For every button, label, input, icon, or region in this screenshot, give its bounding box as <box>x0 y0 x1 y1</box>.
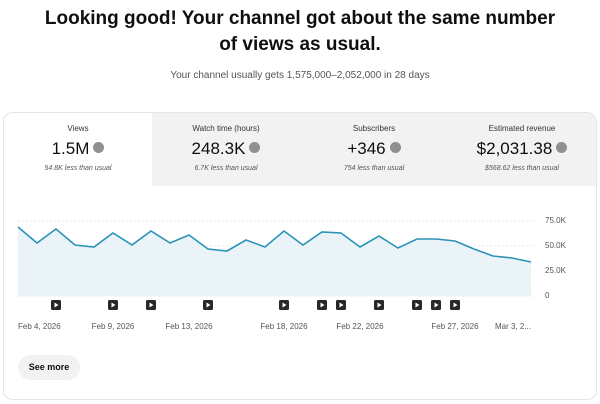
area <box>18 227 531 296</box>
metric-value: 248.3K <box>152 139 300 159</box>
metric-card[interactable]: Estimated revenue $2,031.38 $568.62 less t… <box>448 113 596 186</box>
video-marker[interactable] <box>374 300 384 310</box>
play-triangle <box>339 302 344 308</box>
play-triangle <box>415 302 420 308</box>
metric-value-text: +346 <box>347 139 386 158</box>
play-triangle <box>453 302 458 308</box>
y-tick-label: 75.0K <box>545 216 567 225</box>
metric-delta: 54.8K less than usual <box>44 165 112 172</box>
down-icon <box>93 142 105 153</box>
x-tick-label: Feb 9, 2026 <box>92 322 135 331</box>
video-marker[interactable] <box>51 300 61 310</box>
play-triangle <box>282 302 287 308</box>
headline: Looking good! Your channel got about the… <box>44 8 556 55</box>
metric-value: 1.5M <box>4 139 152 159</box>
play-triangle <box>320 302 325 308</box>
metric-delta: 6.7K less than usual <box>194 165 258 172</box>
play-triangle <box>149 302 154 308</box>
video-marker[interactable] <box>336 300 346 310</box>
down-icon <box>389 142 401 153</box>
metric-value-text: $2,031.38 <box>476 139 553 158</box>
chart: 0 25.0K 50.0K 75.0K Feb 4, 2026 Feb 9, 2026 Fe… <box>17 216 567 331</box>
video-marker[interactable] <box>108 300 118 310</box>
x-tick-label: Feb 4, 2026 <box>18 322 61 331</box>
metrics-panel: Views 1.5M 54.8K less than usual Watch time… <box>3 112 597 400</box>
video-marker[interactable] <box>317 300 327 310</box>
line <box>17 226 532 263</box>
video-marker[interactable] <box>203 300 213 310</box>
y-tick-label: 25.0K <box>545 266 567 275</box>
y-tick-label: 0 <box>545 291 550 300</box>
metric-label: Estimated revenue <box>488 124 556 133</box>
metric-value-text: 1.5M <box>51 139 90 158</box>
metric-label: Subscribers <box>352 124 396 133</box>
metric-delta: 754 less than usual <box>343 165 405 172</box>
metric-value-text: 248.3K <box>191 139 246 158</box>
y-tick-label: 50.0K <box>545 241 567 250</box>
metric-card[interactable]: Subscribers +346 754 less than usual <box>300 113 448 186</box>
play-triangle <box>434 302 439 308</box>
metric-label: Watch time (hours) <box>192 124 260 133</box>
video-marker[interactable] <box>146 300 156 310</box>
play-triangle <box>206 302 211 308</box>
video-marker[interactable] <box>450 300 460 310</box>
x-tick-label: Feb 27, 2026 <box>431 322 479 331</box>
metric-value: +346 <box>300 139 448 159</box>
play-triangle <box>54 302 59 308</box>
metric-label: Views <box>67 124 89 133</box>
subtitle: Your channel usually gets 1,575,000–2,05… <box>170 70 430 81</box>
metric-delta: $568.62 less than usual <box>485 165 559 172</box>
x-tick-label: Feb 18, 2026 <box>260 322 308 331</box>
play-triangle <box>111 302 116 308</box>
video-marker[interactable] <box>431 300 441 310</box>
see-more-button[interactable]: See more <box>18 355 80 380</box>
x-tick-label: Feb 22, 2026 <box>336 322 384 331</box>
metric-card[interactable]: Views 1.5M 54.8K less than usual <box>4 113 152 186</box>
play-triangle <box>377 302 382 308</box>
x-tick-label: Mar 3, 2... <box>495 322 531 331</box>
video-marker[interactable] <box>279 300 289 310</box>
metric-card[interactable]: Watch time (hours) 248.3K 6.7K less than u… <box>152 113 300 186</box>
down-icon <box>556 142 568 153</box>
video-marker[interactable] <box>412 300 422 310</box>
x-tick-label: Feb 13, 2026 <box>165 322 213 331</box>
metric-value: $2,031.38 <box>448 139 596 159</box>
down-icon <box>249 142 261 153</box>
